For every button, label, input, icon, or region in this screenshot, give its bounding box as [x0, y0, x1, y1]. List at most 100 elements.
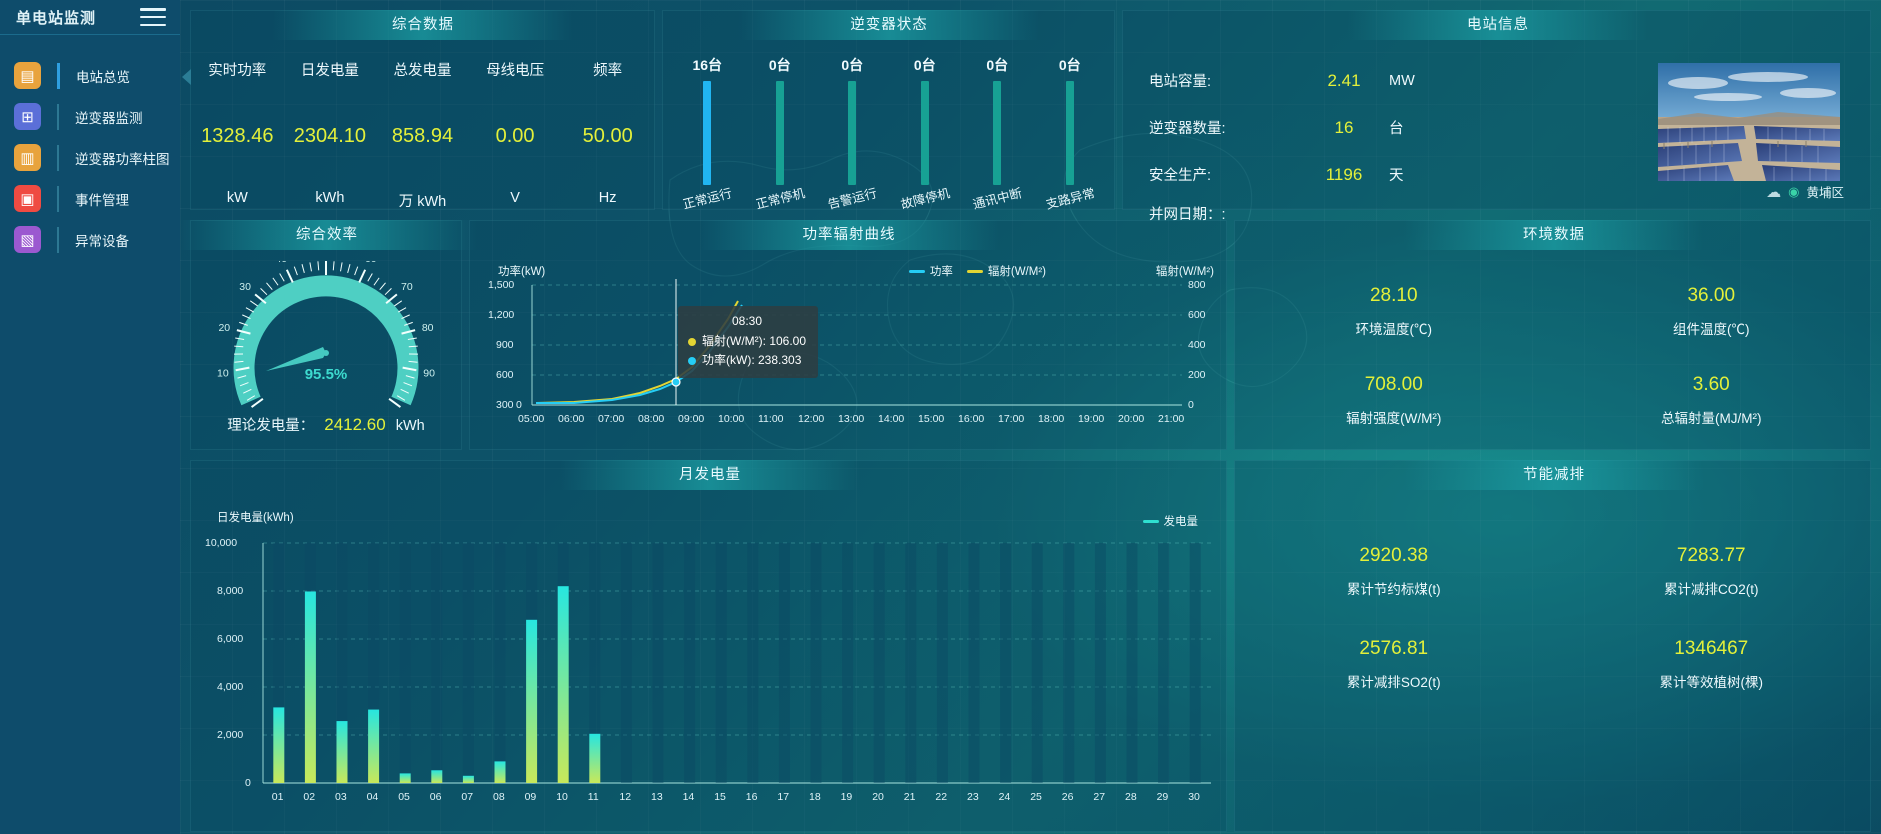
x-tick: 14 — [682, 791, 695, 803]
station-info-unit: MW — [1389, 72, 1415, 89]
sidebar-item-inverter-monitor[interactable]: ⊞ 逆变器监测 — [0, 96, 180, 137]
saving-key: 累计减排SO2(t) — [1346, 675, 1441, 690]
sidebar-item-abnormal-devices[interactable]: ▧ 异常设备 — [0, 219, 180, 260]
inverter-status-item[interactable]: 16台 正常运行 — [671, 55, 744, 212]
bar-track — [1126, 543, 1138, 783]
sidebar-item-event-management[interactable]: ▣ 事件管理 — [0, 178, 180, 219]
y-tick: 10,000 — [205, 537, 238, 549]
metric-cell: 母线电压 0.00 V — [469, 59, 562, 211]
inverter-status-item[interactable]: 0台 通讯中断 — [961, 55, 1034, 212]
bar-track — [273, 543, 285, 783]
x-tick: 11:00 — [758, 413, 784, 425]
legend-item[interactable]: 辐射(W/M²) — [966, 263, 1046, 279]
environment-key: 总辐射量(MJ/M²) — [1661, 411, 1762, 426]
location-pin-icon[interactable]: ◉ — [1788, 183, 1800, 199]
x-tick: 13 — [651, 791, 663, 803]
bar-track — [620, 543, 632, 783]
tooltip-time: 08:30 — [732, 314, 763, 328]
panel-title: 电站信息 — [1348, 10, 1648, 40]
inverter-count: 0台 — [913, 57, 936, 73]
environment-key: 辐射强度(W/M²) — [1346, 411, 1442, 426]
month-bar[interactable] — [273, 707, 285, 783]
inverter-status-item[interactable]: 0台 告警运行 — [816, 55, 889, 212]
metric-unit: 万 kWh — [398, 194, 447, 210]
environment-row: 708.00 辐射强度(W/M²) 3.60 总辐射量(MJ/M²) — [1235, 356, 1870, 427]
station-info-value: 16 — [1334, 117, 1354, 137]
inverter-count: 0台 — [768, 57, 791, 73]
gauge-tick-label: 0 — [238, 410, 244, 411]
panel-comprehensive-efficiency: 综合效率 95.5% 0102030405060708090100 — [180, 220, 477, 450]
inverter-label: 告警运行 — [826, 186, 879, 212]
station-info-value: 2.41 — [1327, 70, 1361, 90]
x-tick: 18:00 — [1038, 413, 1065, 425]
metric-header: 母线电压 — [486, 63, 545, 79]
month-bar[interactable] — [462, 775, 474, 783]
main-area: 综合数据 实时功率 1328.46 kW 日发电量 2304.10 kWh 总发… — [180, 0, 1881, 834]
month-bar[interactable] — [526, 619, 538, 783]
y-tick: 6,000 — [217, 633, 244, 645]
month-bar[interactable] — [494, 761, 506, 783]
inverter-status-item[interactable]: 0台 故障停机 — [889, 55, 962, 212]
x-tick: 22 — [935, 791, 948, 803]
x-tick: 18 — [809, 791, 821, 803]
sidebar-item-inverter-power-bar[interactable]: ▥ 逆变器功率柱图 — [0, 137, 180, 178]
inverter-count: 0台 — [1058, 57, 1081, 73]
sidebar-divider — [0, 34, 180, 35]
x-tick: 23 — [967, 791, 979, 803]
environment-cells: 28.10 环境温度(℃) 36.00 组件温度(℃) 708.00 辐射强度(… — [1235, 267, 1870, 427]
theoretical-label: 理论发电量： — [227, 418, 315, 434]
collapse-arrow-icon[interactable] — [182, 69, 191, 85]
bar-track — [1158, 543, 1170, 783]
month-bar[interactable] — [557, 586, 569, 783]
month-bar[interactable] — [304, 591, 316, 783]
metric-header: 实时功率 — [208, 63, 267, 79]
month-bar[interactable] — [368, 709, 380, 783]
comprehensive-columns: 实时功率 1328.46 kW 日发电量 2304.10 kWh 总发电量 85… — [191, 59, 654, 211]
bar-track — [873, 543, 885, 783]
station-info-key: 安全生产: — [1149, 168, 1212, 184]
x-tick: 17:00 — [998, 413, 1025, 425]
metric-unit: kWh — [315, 190, 345, 206]
metric-value: 858.94 — [391, 125, 454, 147]
x-tick: 29 — [1156, 791, 1169, 803]
month-bar[interactable] — [431, 770, 443, 783]
legend-item[interactable]: 发电量 — [1142, 513, 1198, 529]
station-info-key: 逆变器数量: — [1149, 121, 1226, 137]
x-tick: 24 — [998, 791, 1011, 803]
month-bar[interactable] — [589, 733, 601, 783]
bar-track — [842, 543, 854, 783]
sidebar-item-indicator — [57, 226, 59, 253]
sidebar-items: ▤ 电站总览 ⊞ 逆变器监测 ▥ 逆变器功率柱图 ▣ 事件管理 ▧ — [0, 35, 180, 260]
y2-tick: 0 — [1188, 399, 1194, 411]
inverter-label: 通讯中断 — [971, 186, 1024, 212]
legend-item[interactable]: 功率 — [908, 263, 953, 279]
x-tick: 06:00 — [558, 413, 585, 425]
inverter-status-item[interactable]: 0台 正常停机 — [744, 55, 817, 212]
station-photo — [1658, 63, 1840, 181]
month-bar[interactable] — [336, 721, 348, 783]
sidebar-item-label: 事件管理 — [75, 192, 129, 208]
sidebar-item-overview[interactable]: ▤ 电站总览 — [0, 55, 180, 96]
metric-unit: kW — [226, 190, 248, 206]
x-tick: 11 — [587, 791, 599, 803]
gauge-tick-label: 20 — [218, 322, 230, 334]
cloud-icon[interactable]: ☁ — [1766, 183, 1782, 201]
bar-track — [1063, 543, 1075, 783]
bar-track — [747, 543, 759, 783]
panel-title: 节能减排 — [1404, 460, 1704, 490]
sidebar-item-label: 电站总览 — [76, 69, 130, 85]
x-tick: 09 — [524, 791, 537, 803]
saving-cell: 2576.81 累计减排SO2(t) — [1235, 620, 1553, 691]
station-location: 黄埔区 — [1806, 186, 1844, 200]
bar-track — [462, 543, 474, 783]
hamburger-icon[interactable] — [140, 8, 166, 26]
environment-cell: 708.00 辐射强度(W/M²) — [1235, 356, 1553, 427]
station-info-key: 并网日期：: — [1149, 206, 1226, 223]
sidebar-item-label: 逆变器功率柱图 — [75, 151, 170, 167]
y2-axis-label: 辐射(W/M²) — [1155, 266, 1214, 278]
month-bar[interactable] — [399, 773, 411, 783]
x-tick: 04 — [366, 791, 379, 803]
inverter-status-item[interactable]: 0台 支路异常 — [1034, 55, 1107, 212]
inverter-bar — [920, 81, 929, 185]
x-tick: 10:00 — [718, 413, 745, 425]
